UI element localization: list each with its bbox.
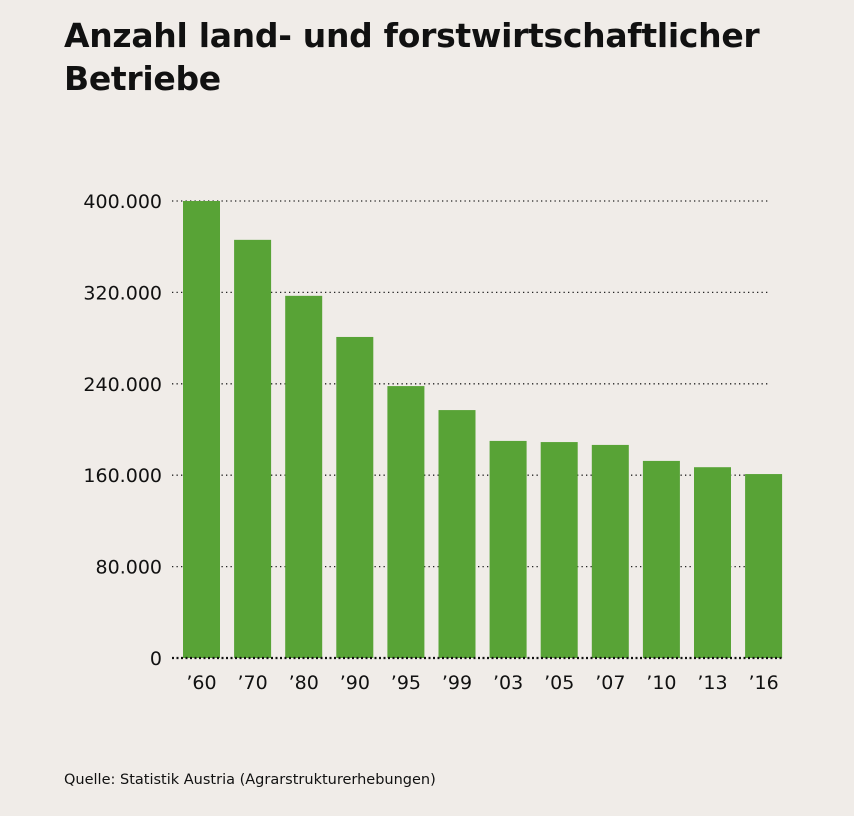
bar bbox=[694, 467, 731, 658]
bar bbox=[336, 336, 374, 658]
x-tick-label: ’16 bbox=[748, 672, 778, 694]
y-tick-label: 80.000 bbox=[96, 557, 162, 579]
x-tick-label: ’95 bbox=[391, 672, 421, 694]
bar bbox=[489, 440, 527, 658]
bar bbox=[745, 474, 783, 658]
x-tick-label: ’90 bbox=[340, 672, 370, 694]
x-tick-label: ’07 bbox=[595, 672, 625, 694]
x-tick-label: ’10 bbox=[646, 672, 676, 694]
bar bbox=[591, 444, 629, 658]
bar bbox=[183, 201, 220, 658]
bar bbox=[285, 295, 323, 658]
bar bbox=[540, 442, 578, 658]
y-tick-label: 240.000 bbox=[83, 374, 162, 396]
y-tick-label: 400.000 bbox=[83, 191, 162, 213]
x-tick-label: ’60 bbox=[186, 672, 216, 694]
x-tick-label: ’13 bbox=[697, 672, 727, 694]
y-tick-label: 160.000 bbox=[83, 465, 162, 487]
x-tick-label: ’05 bbox=[544, 672, 574, 694]
x-tick-label: ’03 bbox=[493, 672, 523, 694]
bar bbox=[387, 386, 425, 658]
chart-title: Anzahl land- und forstwirtschaftlicher B… bbox=[64, 16, 760, 98]
bar bbox=[642, 460, 680, 658]
y-tick-label: 320.000 bbox=[83, 282, 162, 304]
x-tick-label: ’99 bbox=[442, 672, 472, 694]
x-tick-label: ’80 bbox=[289, 672, 319, 694]
y-tick-label: 0 bbox=[150, 648, 162, 670]
bar bbox=[438, 410, 476, 658]
bar bbox=[234, 239, 272, 658]
x-tick-label: ’70 bbox=[237, 672, 267, 694]
source-note: Quelle: Statistik Austria (Agrarstruktur… bbox=[64, 772, 436, 788]
